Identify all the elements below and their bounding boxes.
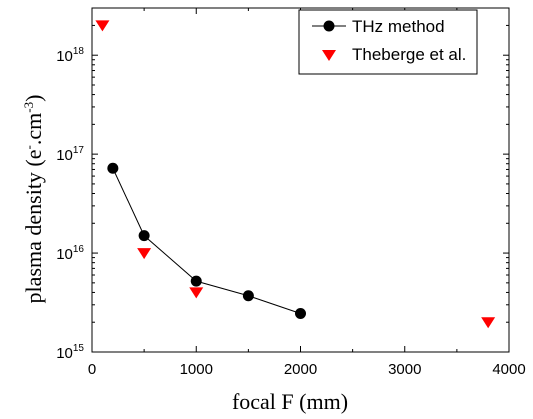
legend-label-thz: THz method [352, 17, 445, 36]
y-axis-title: plasma density (e-.cm-3) [21, 95, 46, 304]
legend-label-theberge: Theberge et al. [352, 45, 466, 64]
x-tick-label: 0 [88, 361, 96, 378]
data-point-triangle [137, 248, 152, 260]
data-point-circle [107, 162, 119, 174]
data-point-circle [190, 275, 202, 287]
axis-ticks: 0 1000 2000 3000 4000 1015 1016 1017 1018 [56, 7, 526, 378]
x-tick-label: 2000 [284, 361, 317, 378]
y-tick-label: 1017 [56, 145, 84, 164]
y-axis-title-sup1: - [21, 145, 36, 149]
x-tick-label: 1000 [180, 361, 213, 378]
y-axis-title-suffix: ) [21, 95, 46, 102]
x-axis-title: focal F (mm) [232, 389, 348, 414]
y-axis-title-sup2: -3 [21, 102, 36, 113]
data-marks [95, 20, 496, 329]
y-axis-title-prefix: plasma density (e [21, 149, 46, 303]
legend-marker-thz [323, 20, 335, 32]
y-tick-label: 1016 [56, 244, 84, 263]
data-point-triangle [189, 287, 204, 299]
legend-marker-theberge [322, 50, 336, 61]
y-tick-label: 1018 [56, 46, 84, 65]
data-point-circle [138, 230, 150, 242]
legend: THz method Theberge et al. [298, 9, 478, 75]
y-tick-label: 1015 [56, 343, 84, 362]
data-point-circle [242, 290, 254, 302]
data-point-triangle [481, 317, 496, 329]
data-point-triangle [95, 20, 110, 32]
x-tick-label: 3000 [388, 361, 421, 378]
series-line-0 [112, 168, 301, 314]
x-tick-label: 4000 [492, 361, 525, 378]
y-axis-title-middle: .cm [21, 113, 46, 145]
data-point-circle [295, 307, 306, 319]
